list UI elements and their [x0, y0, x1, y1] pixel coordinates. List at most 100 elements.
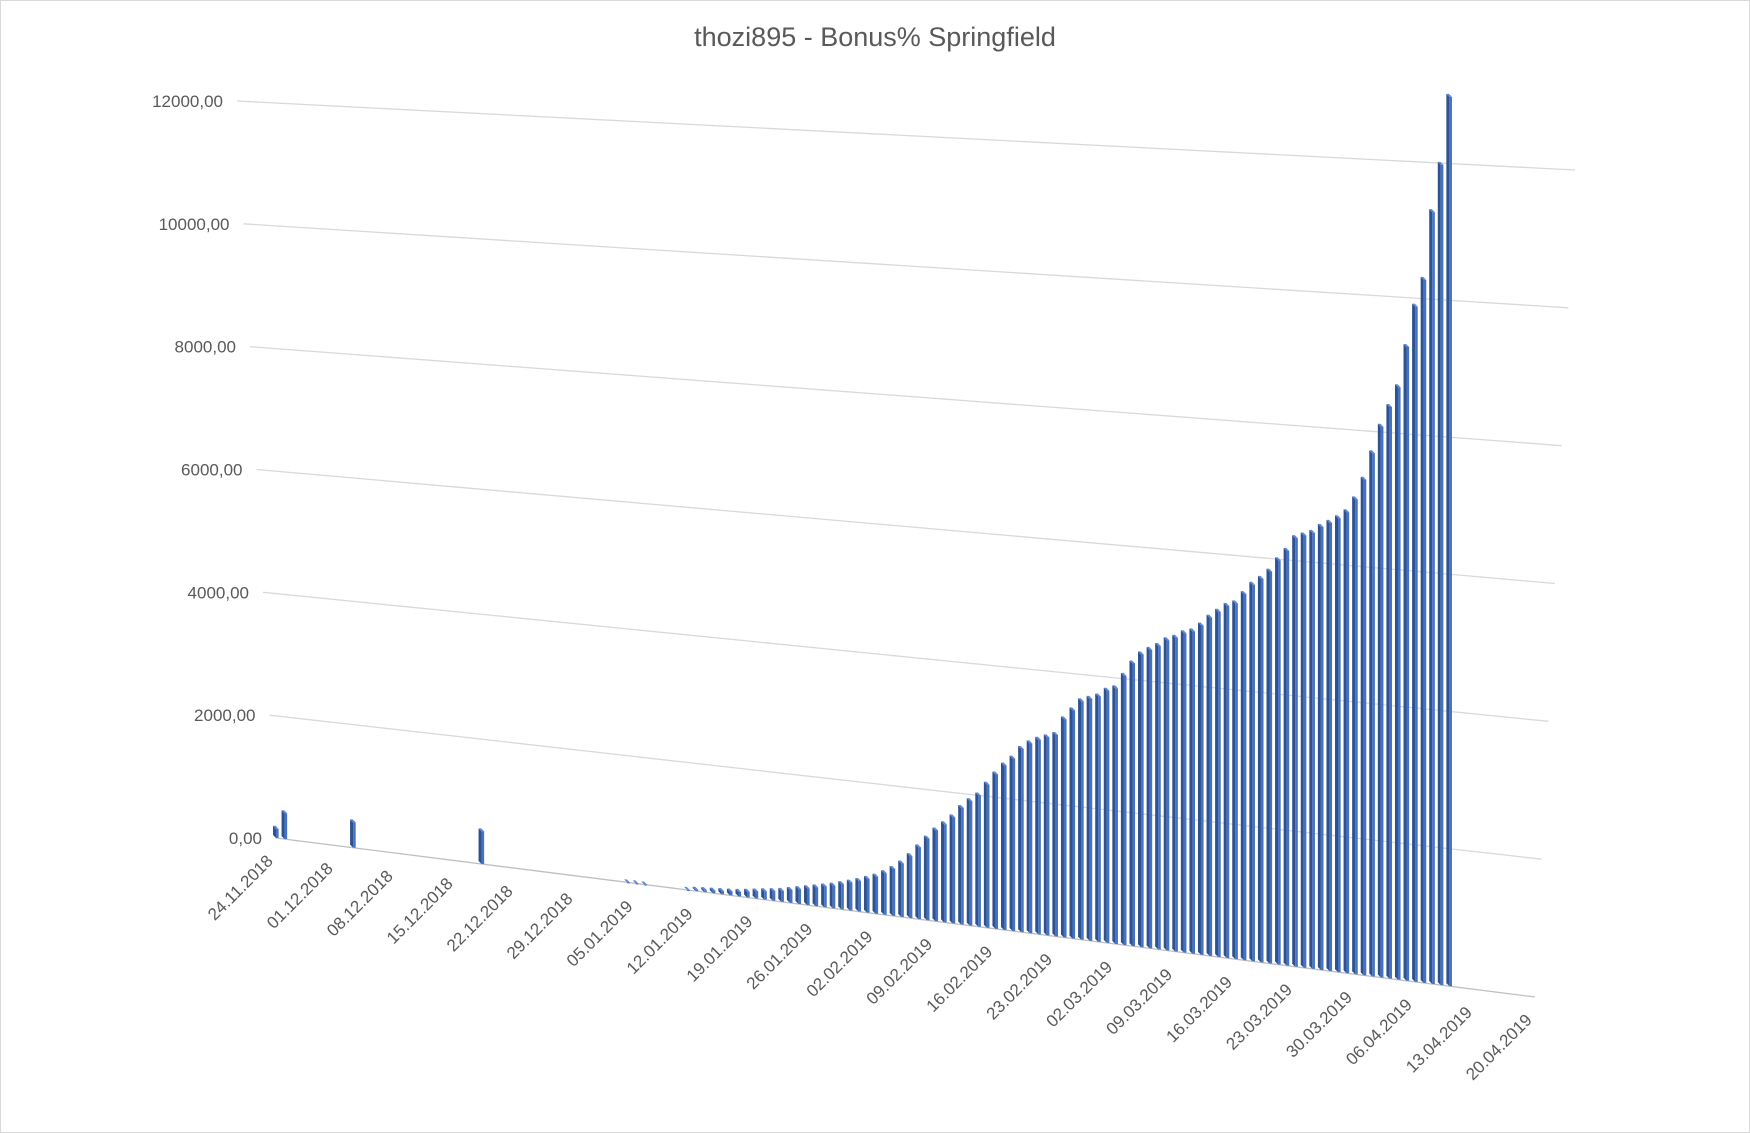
- x-tick-label: 12.01.2019: [623, 904, 697, 978]
- bar: [846, 879, 853, 911]
- bar: [726, 888, 733, 896]
- bar: [1232, 600, 1238, 960]
- x-tick-label: 02.02.2019: [803, 927, 877, 1001]
- bar: [1335, 515, 1341, 973]
- bar: [350, 819, 356, 848]
- bar: [1189, 628, 1196, 954]
- bar: [1026, 740, 1033, 934]
- bar: [889, 866, 896, 916]
- bar: [1138, 651, 1144, 948]
- gridline: [249, 346, 1562, 447]
- bar: [1377, 423, 1384, 978]
- bar: [735, 888, 742, 897]
- bar: [701, 887, 707, 893]
- chart-title: thozi895 - Bonus% Springfield: [694, 22, 1056, 52]
- bar: [752, 888, 759, 899]
- bar: [1437, 161, 1444, 986]
- bar: [983, 781, 990, 928]
- bar: [624, 879, 630, 884]
- bar: [1403, 343, 1410, 981]
- bar: [812, 884, 819, 907]
- gridline: [256, 468, 1556, 585]
- bar: [1215, 608, 1221, 957]
- bar: [1420, 276, 1427, 983]
- bar: [744, 888, 750, 898]
- bar: [1043, 734, 1050, 936]
- bar: [718, 888, 724, 895]
- x-tick-label: 20.04.2019: [1462, 1010, 1536, 1084]
- x-tick-label: 16.02.2019: [923, 942, 997, 1016]
- bar: [281, 810, 288, 840]
- y-tick-label: 0,00: [229, 829, 262, 848]
- bar: [838, 881, 844, 910]
- bar: [1163, 637, 1170, 951]
- gridline: [236, 100, 1576, 171]
- bar: [966, 798, 973, 926]
- y-tick-label: 6000,00: [181, 461, 242, 480]
- y-axis: 0,00 2000,00 4000,00 6000,00 8000,00 10000,00…: [152, 92, 262, 848]
- x-tick-label: 01.12.2018: [263, 859, 337, 933]
- x-tick-label: 13.04.2019: [1402, 1003, 1476, 1077]
- x-tick-label: 06.04.2019: [1342, 995, 1416, 1069]
- bar: [1069, 707, 1076, 939]
- bar: [1086, 695, 1093, 941]
- bar: [1249, 581, 1255, 962]
- bar: [769, 888, 776, 901]
- bar: [906, 853, 913, 919]
- bar: [1257, 575, 1264, 963]
- bar: [1360, 476, 1367, 976]
- bar: [1283, 547, 1290, 966]
- bar: [1146, 646, 1153, 949]
- bar: [1120, 672, 1127, 946]
- bar: [1052, 731, 1058, 937]
- bar: [1103, 687, 1110, 943]
- x-tick-label: 05.01.2019: [563, 897, 637, 971]
- bar: [1000, 762, 1007, 930]
- y-tick-label: 8000,00: [175, 338, 236, 357]
- gridline: [243, 223, 1569, 309]
- bar: [795, 886, 802, 904]
- y-tick-label: 2000,00: [194, 706, 255, 725]
- bar: [1292, 535, 1298, 967]
- bar: [478, 828, 485, 864]
- bars: [273, 93, 1452, 987]
- bar: [992, 771, 999, 929]
- bar: [1240, 591, 1247, 961]
- bar: [1446, 93, 1452, 987]
- bar: [1326, 519, 1333, 972]
- bar: [1129, 660, 1136, 947]
- bar: [1369, 450, 1375, 977]
- bar: [1009, 755, 1016, 932]
- bar: [1429, 209, 1435, 985]
- bar: [641, 881, 647, 886]
- bar: [821, 883, 827, 908]
- bar: [829, 882, 836, 909]
- bar: [958, 804, 964, 925]
- x-tick-label: 02.03.2019: [1043, 957, 1117, 1031]
- bar: [778, 887, 784, 902]
- x-tick-label: 08.12.2018: [323, 867, 397, 941]
- bar: [1412, 303, 1418, 982]
- bar: [1223, 602, 1230, 959]
- bar: [1206, 614, 1213, 956]
- bar: [709, 887, 716, 894]
- x-tick-label: 26.01.2019: [743, 920, 817, 994]
- gridline: [269, 714, 1542, 860]
- bar: [923, 835, 930, 921]
- x-tick-label: 29.12.2018: [503, 889, 577, 963]
- bar: [1112, 685, 1118, 944]
- bar: [804, 885, 810, 906]
- x-tick-label: 23.02.2019: [983, 950, 1057, 1024]
- bar: [1155, 643, 1161, 950]
- bar: [1317, 523, 1324, 970]
- bar: [1078, 698, 1084, 940]
- bar: [932, 827, 939, 922]
- bar: [692, 886, 699, 891]
- bar: [1343, 509, 1350, 974]
- bar: [1060, 716, 1067, 938]
- x-tick-label: 23.03.2019: [1222, 980, 1296, 1054]
- bar: [881, 870, 887, 915]
- bar: [1300, 532, 1307, 968]
- x-tick-label: 19.01.2019: [683, 912, 757, 986]
